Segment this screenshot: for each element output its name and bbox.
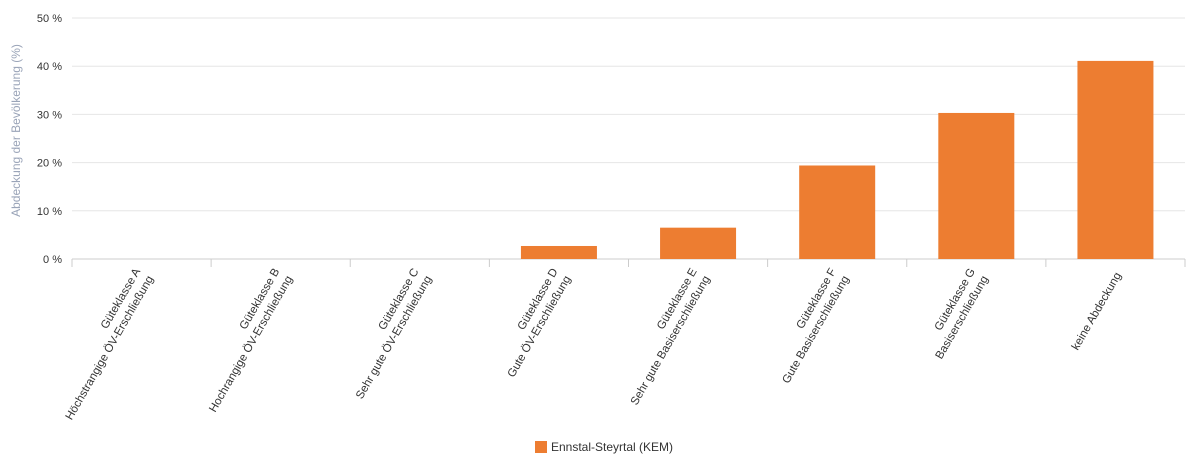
legend-label: Ennstal-Steyrtal (KEM) (551, 440, 673, 454)
x-tick-label: Güteklasse FGute Basiserschließung (767, 267, 851, 386)
x-tick-label: Güteklasse GBasiserschließung (921, 266, 991, 361)
svg-text:Güteklasse DGute ÖV-Erschließu: Güteklasse DGute ÖV-Erschließung (493, 267, 574, 380)
x-tick-label-line: Höchstrangige ÖV-Erschließung (64, 274, 157, 422)
x-tick-label-line: Sehr gute ÖV-Erschließung (354, 274, 434, 401)
bar[interactable] (660, 227, 737, 259)
x-tick-label-line: keine Abdeckung (1070, 271, 1124, 353)
y-tick-label: 30 % (37, 109, 62, 121)
svg-text:Güteklasse FGute Basiserschlie: Güteklasse FGute Basiserschließung (767, 267, 851, 386)
bar[interactable] (520, 245, 597, 259)
x-tick-label: Güteklasse BHochrangige ÖV-Erschließung (194, 266, 295, 414)
y-tick-label: 0 % (43, 254, 62, 266)
x-tick-label: keine Abdeckung (1070, 271, 1124, 353)
x-tick-label: Güteklasse CSehr gute ÖV-Erschließung (341, 267, 434, 402)
svg-text:Güteklasse ESehr gute Basisers: Güteklasse ESehr gute Basiserschließung (616, 266, 713, 407)
x-tick-label-line: Sehr gute Basiserschließung (629, 274, 713, 407)
svg-text:Güteklasse AHöchstrangige ÖV-E: Güteklasse AHöchstrangige ÖV-Erschließun… (51, 266, 157, 422)
svg-text:Güteklasse BHochrangige ÖV-Ers: Güteklasse BHochrangige ÖV-Erschließung (194, 266, 295, 414)
x-tick-label: Güteklasse DGute ÖV-Erschließung (493, 267, 574, 380)
x-tick-label: Güteklasse ESehr gute Basiserschließung (616, 266, 713, 407)
svg-text:Güteklasse CSehr gute ÖV-Ersch: Güteklasse CSehr gute ÖV-Erschließung (341, 267, 434, 402)
y-tick-label: 50 % (37, 13, 62, 25)
x-tick-label-line: Hochrangige ÖV-Erschließung (207, 274, 295, 415)
bar[interactable] (1077, 60, 1154, 260)
svg-text:Güteklasse GBasiserschließung: Güteklasse GBasiserschließung (921, 266, 991, 361)
legend[interactable]: Ennstal-Steyrtal (KEM) (535, 440, 673, 454)
y-tick-label: 10 % (37, 206, 62, 218)
bar[interactable] (938, 112, 1015, 259)
legend-swatch (535, 441, 547, 453)
x-tick-label: Güteklasse AHöchstrangige ÖV-Erschließun… (51, 266, 157, 422)
y-tick-label: 40 % (37, 61, 62, 73)
bar[interactable] (799, 165, 876, 259)
y-tick-label: 20 % (37, 158, 62, 170)
y-axis-label: Abdeckung der Bevölkerung (%) (9, 44, 23, 217)
svg-text:keine Abdeckung: keine Abdeckung (1070, 271, 1124, 353)
